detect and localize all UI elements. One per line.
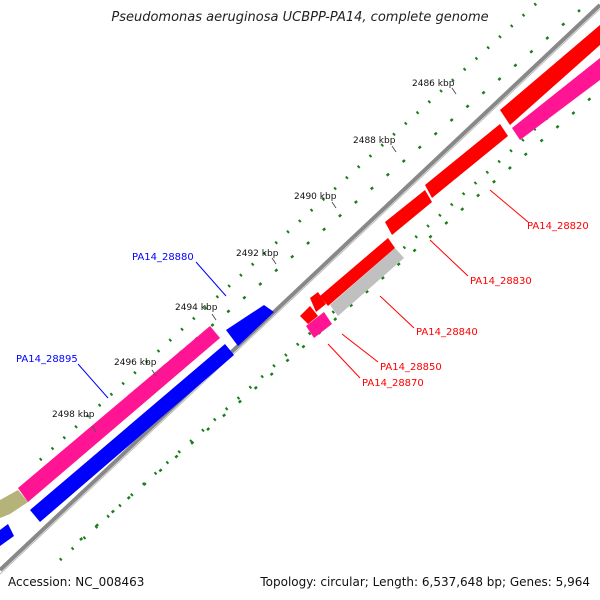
gene-red-2[interactable]: [425, 124, 508, 198]
gene-label-PA14-28840[interactable]: PA14_28840: [416, 327, 478, 338]
gene-blue-small-arrow[interactable]: [226, 305, 274, 346]
gene-label-PA14-28870[interactable]: PA14_28870: [362, 378, 424, 389]
tick-label: 2494 kbp: [175, 303, 218, 313]
gene-label-PA14-28895[interactable]: PA14_28895: [16, 354, 78, 365]
tick-label: 2488 kbp: [353, 136, 396, 146]
gene-blue-fragment[interactable]: [0, 524, 14, 546]
gene-PA14-28850b-arrow[interactable]: [310, 292, 326, 312]
tick-label: 2496 kbp: [114, 358, 157, 368]
tick-label: 2498 kbp: [52, 410, 95, 420]
gene-olive-fragment[interactable]: [0, 490, 28, 518]
gene-label-PA14-28830[interactable]: PA14_28830: [470, 276, 532, 287]
gene-PA14-28830-arrow[interactable]: [320, 238, 395, 306]
gene-label-PA14-28880[interactable]: PA14_28880: [132, 252, 194, 263]
gene-label-PA14-28820[interactable]: PA14_28820: [527, 221, 589, 232]
genome-backbone-shadow: [0, 8, 600, 575]
reverse-strand-features: [300, 25, 600, 338]
gene-red-3[interactable]: [385, 190, 432, 235]
gene-PA14-28870-arrow[interactable]: [306, 312, 332, 338]
map-title: Pseudomonas aeruginosa UCBPP-PA14, compl…: [111, 10, 489, 25]
gene-PA14-28840-arrow[interactable]: [330, 248, 404, 316]
forward-strand-features: [0, 305, 274, 546]
accession-text: Accession: NC_008463: [8, 575, 145, 589]
gene-label-PA14-28850[interactable]: PA14_28850: [380, 362, 442, 373]
gene-PA14-28880-arrow[interactable]: [30, 344, 234, 522]
genome-summary-text: Topology: circular; Length: 6,537,648 bp…: [260, 575, 590, 589]
gene-PA14-28850-arrow[interactable]: [300, 306, 318, 324]
genome-backbone: [0, 3, 600, 572]
gene-pink-reverse-edge[interactable]: [512, 58, 600, 140]
gene-PA14-28820-arrow[interactable]: [500, 25, 600, 125]
coordinate-ticks: 2486 kbp 2488 kbp 2490 kbp 2492 kbp 2494…: [52, 79, 457, 433]
tick-label: 2492 kbp: [236, 249, 279, 259]
gene-labels: PA14_28880 PA14_28895 PA14_28820 PA14_28…: [16, 189, 589, 399]
gene-PA14-28895-arrow[interactable]: [18, 326, 220, 502]
gc-content-track: [38, 0, 600, 562]
tick-label: 2486 kbp: [412, 79, 455, 89]
tick-label: 2490 kbp: [294, 192, 337, 202]
